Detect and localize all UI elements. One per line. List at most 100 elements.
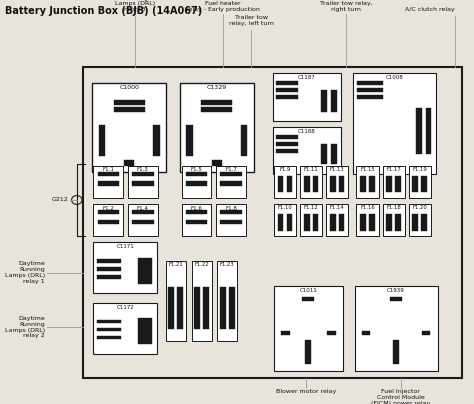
Bar — [216, 204, 246, 236]
Bar — [216, 166, 246, 198]
Bar — [355, 286, 438, 371]
Bar — [421, 176, 427, 192]
Text: F1.23: F1.23 — [220, 262, 234, 267]
Bar — [97, 328, 121, 331]
Bar — [93, 242, 157, 293]
Bar — [153, 125, 160, 156]
Text: F1.15: F1.15 — [360, 167, 375, 172]
Text: F1.2: F1.2 — [102, 206, 114, 210]
Bar — [327, 331, 336, 335]
Bar — [99, 125, 105, 156]
Bar — [273, 127, 341, 174]
Bar — [93, 303, 157, 354]
Text: Blower motor relay: Blower motor relay — [275, 389, 336, 394]
Bar — [330, 214, 336, 231]
Text: F1.19: F1.19 — [412, 167, 427, 172]
Text: F1.7: F1.7 — [225, 167, 237, 172]
Text: F1.12: F1.12 — [304, 205, 319, 210]
Bar — [393, 340, 399, 364]
Bar — [274, 204, 296, 236]
Bar — [276, 95, 298, 99]
Bar — [330, 176, 336, 192]
Bar — [302, 297, 314, 301]
Bar — [114, 107, 145, 112]
Bar — [98, 172, 119, 176]
Bar — [217, 261, 237, 341]
Bar — [276, 88, 298, 92]
Bar — [182, 166, 211, 198]
Bar — [369, 214, 375, 231]
Text: F1.20: F1.20 — [412, 205, 427, 210]
Bar — [313, 214, 319, 231]
Bar — [220, 220, 242, 224]
Bar — [412, 176, 418, 192]
Bar — [357, 88, 383, 92]
Bar — [339, 176, 345, 192]
Text: F1.11: F1.11 — [304, 167, 319, 172]
Text: C1188: C1188 — [298, 129, 316, 134]
Bar — [326, 204, 348, 236]
Bar — [339, 214, 345, 231]
Text: F1.1: F1.1 — [102, 167, 114, 172]
Bar — [203, 287, 210, 329]
Bar — [186, 181, 207, 186]
Text: F1.14: F1.14 — [330, 205, 345, 210]
Bar — [321, 90, 327, 112]
Text: F1.17: F1.17 — [386, 167, 401, 172]
Text: F1.6: F1.6 — [191, 206, 202, 210]
Bar — [220, 181, 242, 186]
Bar — [300, 166, 322, 198]
Bar — [383, 166, 405, 198]
Text: Daytime
Running
Lamps (DRL)
relay 2: Daytime Running Lamps (DRL) relay 2 — [5, 316, 45, 339]
Bar — [201, 107, 232, 112]
Bar — [409, 204, 431, 236]
Bar — [356, 204, 379, 236]
Text: F1.3: F1.3 — [137, 167, 149, 172]
Bar — [98, 210, 119, 215]
Bar — [278, 214, 283, 231]
Bar — [369, 176, 375, 192]
Bar — [395, 176, 401, 192]
Text: C1008: C1008 — [386, 75, 403, 80]
Bar — [128, 166, 158, 198]
Bar — [273, 73, 341, 121]
Bar — [386, 214, 392, 231]
Bar — [186, 125, 193, 156]
Bar — [274, 286, 343, 371]
Text: C1000: C1000 — [119, 85, 139, 90]
Text: F1.13: F1.13 — [330, 167, 345, 172]
Text: C1171: C1171 — [117, 244, 134, 249]
Bar — [353, 73, 436, 174]
Bar — [220, 172, 242, 176]
Bar — [305, 340, 311, 364]
Text: F1.18: F1.18 — [386, 205, 401, 210]
Text: Daytime
Running
Lamps (DRL)
relay 1: Daytime Running Lamps (DRL) relay 1 — [5, 261, 45, 284]
Bar — [421, 214, 427, 231]
Bar — [124, 160, 135, 166]
Bar — [132, 181, 154, 186]
Bar — [194, 287, 201, 329]
Bar — [409, 166, 431, 198]
Bar — [228, 287, 235, 329]
Bar — [132, 220, 154, 224]
Text: F1.5: F1.5 — [191, 167, 202, 172]
Bar — [186, 220, 207, 224]
Bar — [192, 261, 212, 341]
Text: C1939: C1939 — [387, 288, 405, 293]
Bar — [304, 214, 310, 231]
Bar — [83, 67, 462, 378]
Text: A/C clutch relay: A/C clutch relay — [405, 7, 455, 12]
Text: Fuel Injector
Control Module
(FICM) power relay
Diesel: Fuel Injector Control Module (FICM) powe… — [371, 389, 430, 404]
Text: Battery Junction Box (BJB) (14A067): Battery Junction Box (BJB) (14A067) — [5, 6, 202, 16]
Bar — [313, 176, 319, 192]
Bar — [321, 143, 327, 164]
Bar — [132, 210, 154, 215]
Bar — [390, 297, 402, 301]
Bar — [114, 100, 145, 105]
Text: F1.8: F1.8 — [225, 206, 237, 210]
Bar — [386, 176, 392, 192]
Text: Daytime
Running
Lamps (DRL)
relay 3: Daytime Running Lamps (DRL) relay 3 — [115, 0, 155, 12]
Bar — [287, 176, 292, 192]
Bar — [276, 149, 298, 153]
Bar — [360, 176, 366, 192]
